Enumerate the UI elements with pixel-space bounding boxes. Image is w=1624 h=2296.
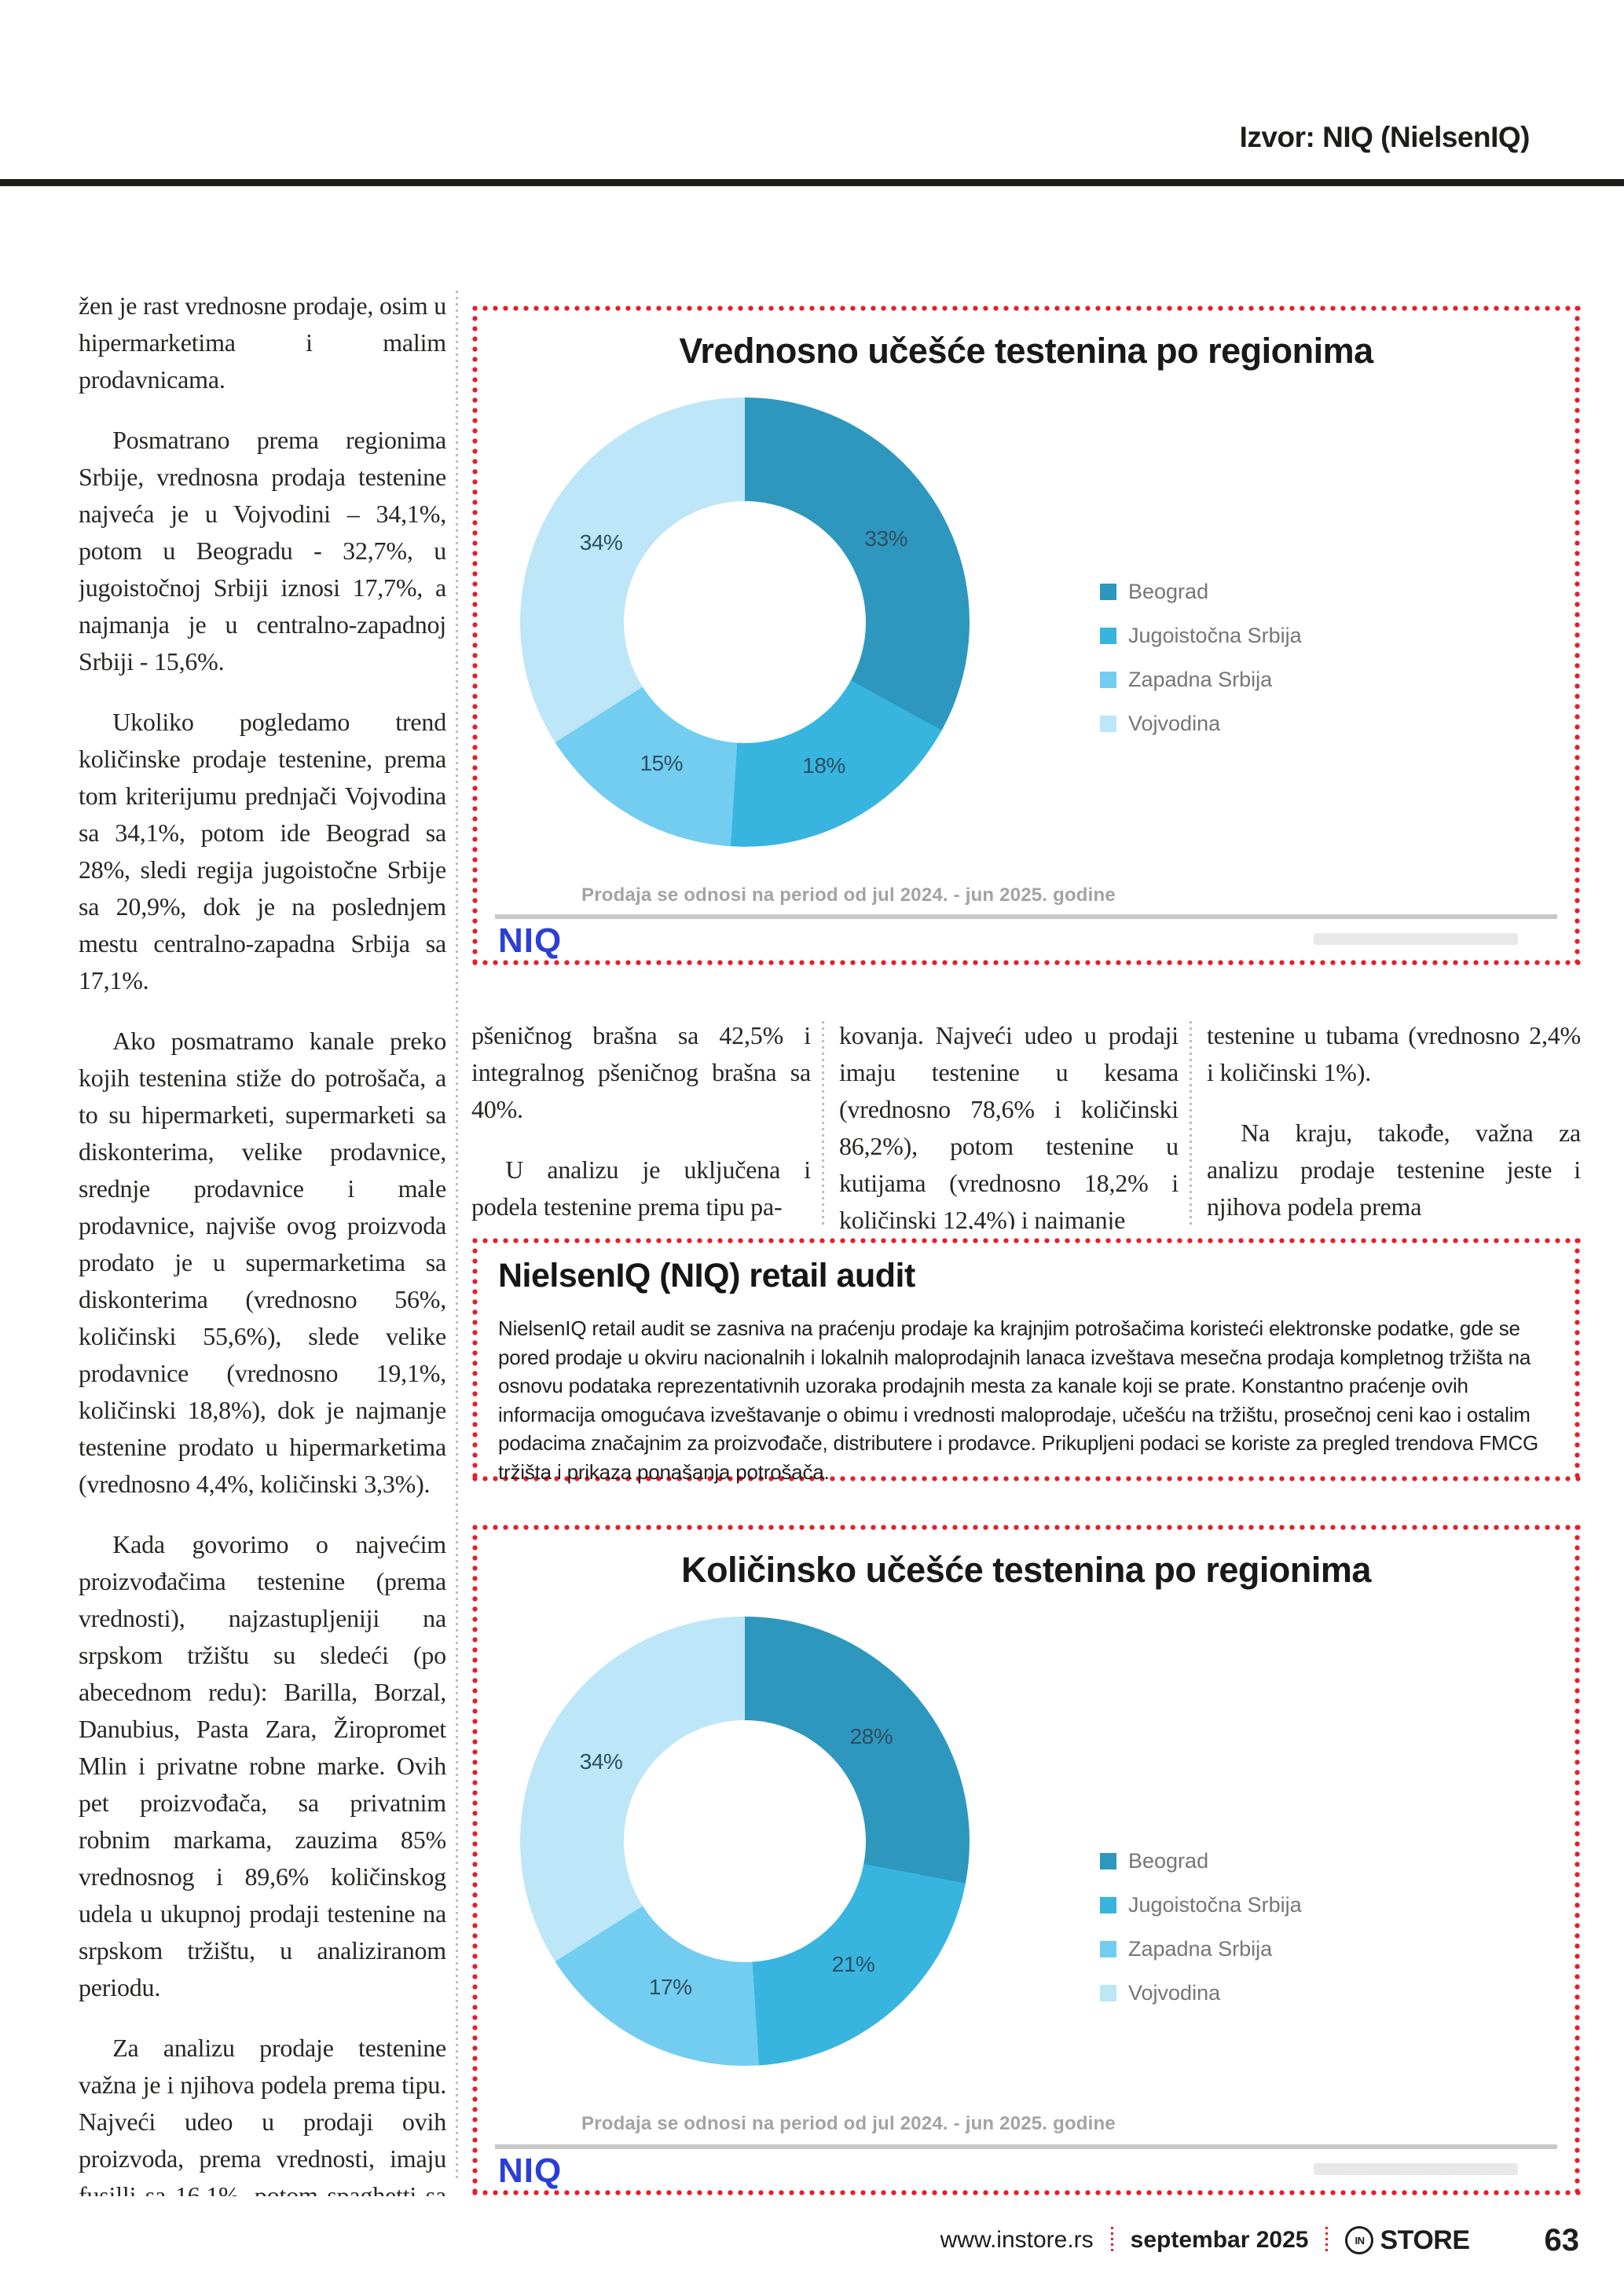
donut-chart: 33% 18% 15% 34%	[520, 397, 970, 847]
chart-legend: Beograd Jugoistočna Srbija Zapadna Srbija V…	[1100, 581, 1540, 757]
paragraph: testenine u tubama (vrednosno 2,4% i kol…	[1207, 1021, 1581, 1086]
dotted-border-bottom	[471, 2189, 1581, 2196]
middle-text-column-3: testenine u tubama (vrednosno 2,4% i kol…	[1207, 1017, 1581, 1229]
chart-caption: Prodaja se odnosi na period od jul 2024.…	[581, 2113, 1116, 2134]
copyright-watermark-blur	[1314, 933, 1518, 945]
footer-site-url: www.instore.rs	[940, 2227, 1094, 2253]
legend-item: Zapadna Srbija	[1100, 1939, 1540, 1960]
slice-value-label: 15%	[640, 750, 683, 775]
slice-value-label: 17%	[648, 1975, 692, 2000]
page-footer: www.instore.rs septembar 2025 IN STORE 6…	[940, 2225, 1579, 2256]
legend-label: Vojvodina	[1128, 1981, 1221, 2005]
paragraph: Ako posmatramo kanale preko kojih testen…	[79, 1027, 446, 1498]
dotted-border-top	[471, 1237, 1581, 1244]
paragraph: Za analizu prodaje testenine važna je i …	[79, 2034, 446, 2196]
middle-text-column-1: pšeničnog brašna sa 42,5% i integralnog …	[471, 1017, 811, 1229]
paragraph: Posmatrano prema regionima Srbije, vredn…	[79, 426, 446, 676]
legend-swatch	[1100, 672, 1116, 688]
chart-footer-divider	[495, 2144, 1557, 2149]
paragraph: U analizu je uključena i podela testenin…	[471, 1155, 811, 1221]
slice-value-label: 34%	[579, 1749, 623, 1774]
source-label: Izvor: NIQ (NielsenIQ)	[1239, 121, 1531, 153]
legend-item: Zapadna Srbija	[1100, 669, 1540, 690]
left-text-column: žen je rast vrednosne prodaje, osim u hi…	[79, 287, 446, 2196]
infobox-body: NielsenIQ retail audit se zasniva na pra…	[498, 1316, 1539, 1484]
chart-legend: Beograd Jugoistočna Srbija Zapadna Srbija V…	[1100, 1851, 1540, 2027]
dotted-border-left	[471, 1237, 478, 1482]
slice-value-label: 21%	[831, 1951, 875, 1976]
dotted-border-top	[471, 1524, 1581, 1531]
header-rule	[0, 179, 1624, 186]
legend-swatch	[1100, 584, 1116, 600]
legend-item: Jugoistočna Srbija	[1100, 625, 1540, 646]
legend-swatch	[1100, 1941, 1116, 1957]
legend-swatch	[1100, 716, 1116, 732]
dotted-border-top	[471, 305, 1581, 312]
legend-swatch	[1100, 1897, 1116, 1913]
page-number: 63	[1544, 2223, 1580, 2258]
dotted-border-right	[1574, 1524, 1581, 2196]
chart-caption: Prodaja se odnosi na period od jul 2024.…	[581, 884, 1116, 906]
footer-separator	[1110, 2227, 1113, 2254]
infobox-title: NielsenIQ (NIQ) retail audit	[498, 1257, 915, 1294]
legend-item: Vojvodina	[1100, 713, 1540, 734]
legend-swatch	[1100, 628, 1116, 644]
paragraph: žen je rast vrednosne prodaje, osim u hi…	[79, 291, 446, 394]
column-separator	[822, 1021, 824, 1225]
dotted-border-bottom	[471, 959, 1581, 966]
dotted-border-right	[1574, 305, 1581, 966]
dotted-border-left	[471, 305, 478, 966]
paragraph: Na kraju, takođe, važna za analizu proda…	[1207, 1119, 1581, 1221]
niq-logo: NIQ	[498, 2151, 563, 2190]
donut-hole	[623, 500, 867, 744]
volume-share-chart-box: Količinsko učešće testenina po regionima…	[471, 1524, 1581, 2196]
legend-label: Zapadna Srbija	[1128, 1937, 1273, 1961]
footer-issue: septembar 2025	[1130, 2227, 1309, 2253]
dotted-border-left	[471, 1524, 478, 2196]
instore-circle-icon: IN	[1345, 2226, 1374, 2254]
middle-text-column-2: kovanja. Najveći udeo u prodaji imaju te…	[839, 1017, 1179, 1229]
legend-label: Zapadna Srbija	[1128, 668, 1273, 691]
retail-audit-infobox: NielsenIQ (NIQ) retail audit NielsenIQ r…	[471, 1237, 1581, 1484]
legend-label: Jugoistočna Srbija	[1128, 1893, 1302, 1917]
instore-brand-name: STORE	[1380, 2225, 1470, 2255]
chart-title: Količinsko učešće testenina po regionima	[681, 1550, 1371, 1590]
niq-logo: NIQ	[498, 921, 563, 960]
paragraph: Kada govorimo o najvećim proizvođačima t…	[79, 1530, 446, 2001]
legend-item: Vojvodina	[1100, 1983, 1540, 2004]
paragraph: Ukoliko pogledamo trend količinske proda…	[79, 708, 446, 994]
legend-item: Beograd	[1100, 581, 1540, 602]
slice-value-label: 18%	[802, 753, 845, 778]
legend-label: Jugoistočna Srbija	[1128, 624, 1302, 647]
legend-swatch	[1100, 1985, 1116, 2001]
legend-label: Beograd	[1128, 580, 1209, 603]
paragraph: pšeničnog brašna sa 42,5% i integralnog …	[471, 1021, 811, 1123]
slice-value-label: 33%	[864, 525, 907, 551]
column-separator	[1190, 1021, 1192, 1225]
footer-separator	[1325, 2227, 1329, 2254]
chart-footer-divider	[495, 914, 1557, 919]
copyright-watermark-blur	[1314, 2163, 1518, 2175]
donut-chart: 28% 21% 17% 34%	[520, 1617, 970, 2066]
legend-item: Beograd	[1100, 1851, 1540, 1872]
slice-value-label: 28%	[849, 1723, 893, 1749]
column-separator	[456, 291, 458, 2182]
legend-label: Beograd	[1128, 1849, 1209, 1873]
instore-logo: IN STORE	[1345, 2225, 1470, 2255]
donut-hole	[623, 1719, 867, 1963]
legend-swatch	[1100, 1853, 1116, 1869]
slice-value-label: 34%	[579, 530, 623, 555]
paragraph: kovanja. Najveći udeo u prodaji imaju te…	[839, 1021, 1179, 1229]
dotted-border-right	[1574, 1237, 1581, 1482]
legend-item: Jugoistočna Srbija	[1100, 1895, 1540, 1916]
chart-title: Vrednosno učešće testenina po regionima	[679, 331, 1373, 371]
legend-label: Vojvodina	[1128, 712, 1221, 735]
value-share-chart-box: Vrednosno učešće testenina po regionima …	[471, 305, 1581, 966]
